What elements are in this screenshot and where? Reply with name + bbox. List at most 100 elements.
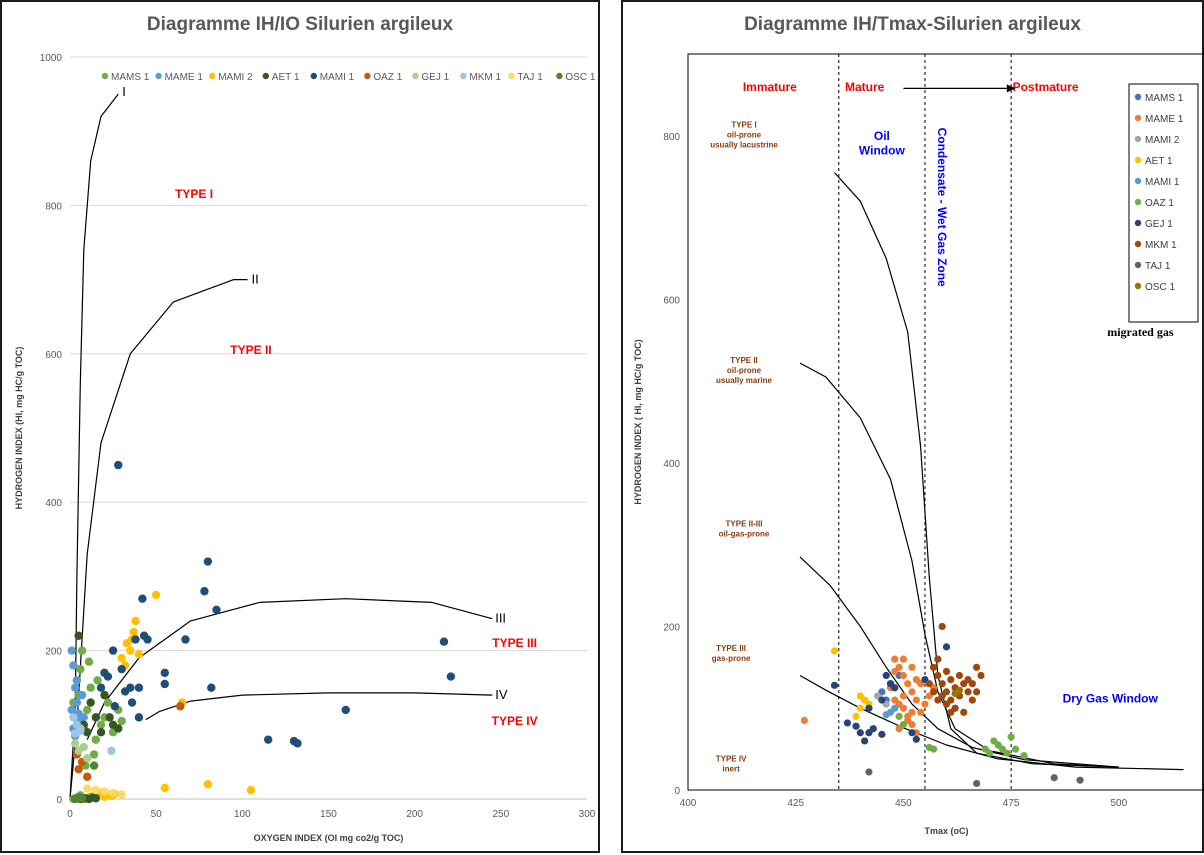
data-point-mame-1 <box>800 716 808 725</box>
kerogen-label-type-iv: TYPE IV <box>716 754 747 763</box>
data-point-gej-1 <box>942 643 951 651</box>
kerogen-label-type-ii: TYPE II <box>730 356 758 365</box>
data-point-mami-1 <box>134 713 144 722</box>
oil-window-label: Oil <box>874 129 890 143</box>
legend-label-aet-1: AET 1 <box>272 72 300 83</box>
data-point-mami-1 <box>207 683 216 692</box>
data-point-mkm-1 <box>69 713 78 722</box>
legend-label-taj-1: TAJ 1 <box>517 72 543 83</box>
data-point-mkm-1 <box>973 688 981 696</box>
data-point-oaz-1 <box>1007 733 1015 741</box>
data-point-mami-1 <box>117 664 126 674</box>
data-point-gej-1 <box>70 739 80 748</box>
legend-label-gej-1: GEJ 1 <box>421 72 449 83</box>
data-point-mami-2 <box>151 590 161 600</box>
y-tick-label: 400 <box>45 498 62 509</box>
data-point-aet-1 <box>830 647 839 655</box>
curve-label-ii: II <box>252 272 259 287</box>
data-point-mkm-1 <box>947 676 955 684</box>
kerogen-label-type-iii: TYPE III <box>716 644 746 653</box>
data-point-oaz-1 <box>895 712 903 721</box>
data-point-mame-1 <box>899 692 908 700</box>
data-point-gej-1 <box>79 742 88 752</box>
right-chart-svg: 0 200 400 600 800 400 425 450 475 500 Tmax (oC) HYD… <box>633 53 1204 836</box>
data-point-mame-1 <box>67 705 76 715</box>
legend-label-oaz-1: OAZ 1 <box>1145 198 1174 209</box>
data-point-taj-1 <box>108 788 118 798</box>
y-tick-label: 200 <box>663 622 680 633</box>
data-point-mame-1 <box>904 680 912 688</box>
data-point-mkm-1 <box>973 663 981 671</box>
data-point-oaz-1 <box>1020 752 1028 760</box>
y-tick-label: 1000 <box>40 53 63 64</box>
kerogen-desc-type-i: usually lacustrine <box>710 141 778 150</box>
legend-label-mams-1: MAMS 1 <box>1145 93 1184 104</box>
data-point-mame-1 <box>899 655 908 663</box>
data-point-mami-1 <box>114 460 123 470</box>
data-point-mame-1 <box>908 688 916 696</box>
x-axis-label: OXYGEN INDEX (OI mg co2/g TOC) <box>254 833 404 843</box>
data-point-mame-1 <box>899 671 908 680</box>
legend-label-mams-1: MAMS 1 <box>111 72 150 83</box>
type-iv-curve <box>145 692 493 721</box>
legend-marker-mami-1 <box>1134 177 1142 185</box>
data-point-mami-1 <box>181 635 190 644</box>
y-tick-label: 400 <box>663 459 680 470</box>
data-point-mame-1 <box>79 713 88 722</box>
data-point-mkm-1 <box>929 688 938 696</box>
maturity-arrow-head <box>1006 84 1016 93</box>
data-point-mami-2 <box>129 627 138 637</box>
legend-label-osc-1: OSC 1 <box>565 72 595 83</box>
legend-marker-mami-1 <box>310 72 317 80</box>
data-point-mame-1 <box>67 646 76 655</box>
data-point-mame-1 <box>891 696 899 704</box>
legend-marker-mami-2 <box>1134 135 1142 143</box>
data-point-mami-1 <box>882 711 890 719</box>
data-point-mame-1 <box>72 676 82 685</box>
data-point-mkm-1 <box>942 667 951 676</box>
legend-marker-mami-2 <box>209 72 216 80</box>
data-point-mami-2 <box>134 650 144 659</box>
data-point-mami-1 <box>108 646 118 655</box>
data-point-aet-1 <box>91 713 101 722</box>
x-tick-label: 425 <box>787 798 804 809</box>
data-point-gej-1 <box>865 704 873 712</box>
data-point-oaz-1 <box>929 745 938 753</box>
data-point-gej-1 <box>891 684 899 692</box>
kerogen-desc-type-ii-iii: oil-gas-prone <box>719 530 770 539</box>
data-point-mame-1 <box>891 655 899 663</box>
data-point-aet-1 <box>100 690 109 700</box>
data-point-mkm-1 <box>938 622 946 631</box>
legend-marker-mame-1 <box>1134 114 1142 122</box>
data-point-gej-1 <box>912 735 920 743</box>
data-point-mami-1 <box>203 557 213 566</box>
data-point-aet-1 <box>856 704 864 712</box>
legend-label-mame-1: MAME 1 <box>165 72 204 83</box>
data-point-mami-1 <box>200 587 209 596</box>
data-point-gej-1 <box>852 722 860 730</box>
data-point-gej-1 <box>878 730 886 738</box>
data-point-mams-1 <box>117 716 126 726</box>
kerogen-desc-type-iv: inert <box>722 764 740 773</box>
data-point-mami-1 <box>134 683 144 692</box>
data-point-gej-1 <box>878 696 886 704</box>
left-chart-svg: 0 200 400 600 800 1000 0 50 100 150 200 250 300 OXYGE… <box>14 53 596 843</box>
y-tick-label: 600 <box>45 350 62 361</box>
data-point-mame-1 <box>921 700 929 708</box>
annotation-type-i: TYPE I <box>175 187 213 201</box>
data-point-mams-1 <box>89 750 99 759</box>
data-point-mami-1 <box>160 668 169 678</box>
maturity-label-postmature: Postmature <box>1013 80 1079 94</box>
data-point-gej-1 <box>856 729 864 737</box>
y-tick-label: 800 <box>45 201 62 212</box>
data-point-mame-1 <box>70 683 80 692</box>
curve-label-iii: III <box>495 611 506 626</box>
data-point-mame-1 <box>72 698 82 707</box>
x-tick-label: 450 <box>895 798 912 809</box>
data-point-taj-1 <box>117 790 126 799</box>
data-point-mams-1 <box>96 720 106 729</box>
legend-marker-gej-1 <box>412 72 419 80</box>
x-tick-label: 200 <box>406 809 423 820</box>
data-point-mams-1 <box>103 698 113 707</box>
data-point-mame-1 <box>908 663 916 671</box>
